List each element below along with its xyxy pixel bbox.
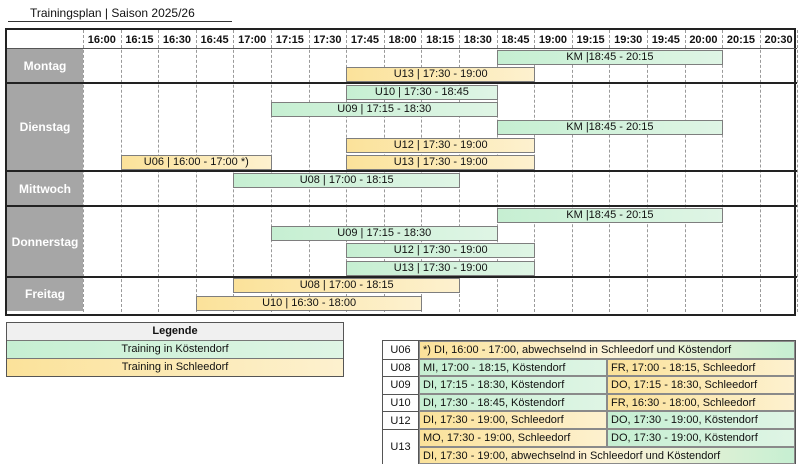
session-bar: U09 | 17:15 - 18:30 [271, 102, 498, 118]
time-gridline [797, 30, 799, 312]
note-team-label: U08 [383, 358, 419, 377]
time-header: 17:00 [238, 34, 267, 46]
day-label-donnerstag: Donnerstag [7, 207, 83, 276]
time-header: 16:15 [125, 34, 154, 46]
legend-item-schleedorf: Training in Schleedorf [7, 359, 343, 376]
session-bar: U10 | 16:30 - 18:00 [195, 295, 423, 311]
time-header: 17:30 [313, 34, 342, 46]
time-header: 20:15 [726, 34, 756, 46]
day-label-montag: Montag [7, 49, 83, 83]
time-header: 16:00 [87, 34, 116, 46]
note-entry: DI, 17:15 - 18:30, Köstendorf [419, 376, 607, 394]
time-header: 18:45 [501, 34, 530, 46]
session-bar: U13 | 17:30 - 19:00 [346, 67, 536, 83]
time-header: 17:15 [275, 34, 304, 46]
day-label-dienstag: Dienstag [7, 84, 83, 171]
time-header: 20:30 [764, 34, 793, 46]
session-bar: U13 | 17:30 - 19:00 [346, 155, 536, 171]
note-entry: FR, 17:00 - 18:15, Schleedorf [607, 358, 795, 377]
session-bar: U09 | 17:15 - 18:30 [271, 225, 498, 241]
note-team-label: U13 [383, 429, 419, 465]
note-entry: FR, 16:30 - 18:00, Schleedorf [607, 393, 795, 412]
page-title: Trainingsplan | Saison 2025/26 [30, 6, 195, 20]
time-header: 18:15 [426, 34, 455, 46]
session-bar: U06 | 16:00 - 17:00 *) [120, 155, 272, 171]
note-entry: DI, 17:30 - 18:45, Köstendorf [419, 393, 607, 412]
session-bar: U12 | 17:30 - 19:00 [346, 137, 536, 153]
note-entry: *) DI, 16:00 - 17:00, abwechselnd in Sch… [419, 341, 795, 359]
day-separator [7, 205, 798, 208]
time-header: 20:00 [689, 34, 718, 46]
session-bar: KM |18:45 - 20:15 [496, 119, 724, 135]
day-separator [7, 82, 798, 85]
note-entry: DI, 17:30 - 19:00, Schleedorf [419, 411, 607, 429]
legend: Legende Training in Köstendorf Training … [6, 322, 344, 377]
legend-header: Legende [7, 323, 343, 341]
session-bar: KM |18:45 - 20:15 [496, 49, 724, 65]
note-entry: DO, 17:30 - 19:00, Köstendorf [607, 411, 795, 429]
training-schedule-grid: 16:00 16:15 16:30 16:45 17:00 17:15 17:30 17:45… [5, 28, 799, 316]
time-header: 17:45 [350, 34, 380, 46]
legend-item-koestendorf: Training in Köstendorf [7, 341, 343, 359]
note-entry: DO, 17:30 - 19:00, Köstendorf [607, 429, 795, 447]
day-label-mittwoch: Mittwoch [7, 172, 83, 206]
team-notes-table: U06 *) DI, 16:00 - 17:00, abwechselnd in … [382, 340, 796, 465]
time-header: 18:00 [388, 34, 417, 46]
session-bar: U13 | 17:30 - 19:00 [346, 260, 536, 276]
session-bar: U08 | 17:00 - 18:15 [233, 278, 460, 294]
time-header: 19:15 [576, 34, 605, 46]
note-team-label: U09 [383, 376, 419, 394]
note-team-label: U10 [383, 393, 419, 412]
note-team-label: U12 [383, 411, 419, 429]
day-separator [7, 170, 798, 173]
session-bar: U08 | 17:00 - 18:15 [233, 172, 460, 188]
time-header: 19:30 [614, 34, 643, 46]
time-header: 16:30 [162, 34, 192, 46]
time-header: 19:00 [538, 34, 568, 46]
title-underline [8, 21, 232, 22]
day-separator [7, 275, 798, 278]
note-team-label: U06 [383, 341, 419, 359]
session-bar: U10 | 17:30 - 18:45 [346, 84, 498, 100]
note-entry: DO, 17:15 - 18:30, Schleedorf [607, 376, 795, 394]
header-separator [7, 48, 798, 49]
time-header: 18:30 [463, 34, 492, 46]
note-entry: MI, 17:00 - 18:15, Köstendorf [419, 358, 607, 377]
session-bar: U12 | 17:30 - 19:00 [346, 243, 536, 259]
time-header: 19:45 [651, 34, 680, 46]
day-label-freitag: Freitag [7, 277, 83, 311]
session-bar: KM |18:45 - 20:15 [496, 207, 724, 223]
note-entry: MO, 17:30 - 19:00, Schleedorf [419, 429, 607, 447]
note-entry: DI, 17:30 - 19:00, abwechselnd in Schlee… [419, 446, 795, 465]
time-header: 16:45 [200, 34, 229, 46]
